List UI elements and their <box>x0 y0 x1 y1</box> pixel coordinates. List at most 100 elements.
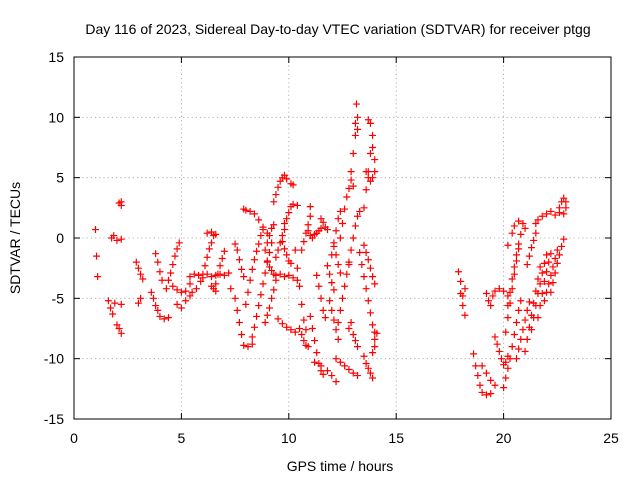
data-point <box>306 212 314 220</box>
data-point <box>197 277 205 285</box>
data-point <box>536 263 544 271</box>
data-point <box>253 247 261 255</box>
data-point <box>291 328 299 336</box>
data-point <box>487 376 495 384</box>
data-point <box>371 280 379 288</box>
data-point <box>289 200 297 208</box>
series-t33 <box>296 325 312 351</box>
data-point <box>336 269 344 277</box>
data-point <box>317 294 325 302</box>
data-point <box>246 276 254 284</box>
data-point <box>349 182 357 190</box>
data-point <box>540 259 548 267</box>
series-t56 <box>459 285 469 300</box>
data-point <box>139 275 147 283</box>
data-point <box>117 201 125 209</box>
data-point <box>147 288 155 296</box>
data-point <box>205 245 213 253</box>
data-point <box>371 335 379 343</box>
data-point <box>525 298 533 306</box>
data-point <box>515 306 523 314</box>
data-point <box>304 343 312 351</box>
series-t40 <box>326 297 342 343</box>
data-point <box>207 273 215 281</box>
series-t3 <box>108 232 125 244</box>
data-point <box>358 261 366 269</box>
data-point <box>528 244 536 252</box>
data-point <box>167 269 175 277</box>
series-t22 <box>261 276 280 326</box>
data-point <box>233 246 241 254</box>
data-point <box>508 229 516 237</box>
data-point <box>274 183 282 191</box>
data-point <box>248 333 256 341</box>
data-point <box>512 318 520 326</box>
data-point <box>304 227 312 235</box>
data-point <box>311 337 319 345</box>
data-point <box>555 251 563 259</box>
series-t47 <box>345 318 362 351</box>
data-point <box>259 280 267 288</box>
data-point <box>558 242 566 250</box>
data-point <box>534 275 542 283</box>
series-t8 <box>152 250 166 284</box>
data-point <box>334 335 342 343</box>
series-t72 <box>547 235 568 296</box>
data-point <box>362 248 370 256</box>
data-point <box>351 131 359 139</box>
data-point <box>369 273 377 281</box>
series-t12 <box>186 269 233 282</box>
data-point <box>536 280 544 288</box>
y-tick-labels: 15 10 5 0 -5 -10 -15 <box>44 49 64 427</box>
data-point <box>117 300 125 308</box>
data-point <box>220 247 228 255</box>
data-point <box>549 279 557 287</box>
data-point <box>111 299 119 307</box>
series-t5 <box>113 300 125 337</box>
y-tick-label: 10 <box>48 109 64 125</box>
data-point <box>171 252 179 260</box>
data-point <box>523 261 531 269</box>
data-point <box>304 221 312 229</box>
data-point <box>278 232 286 240</box>
data-point <box>302 326 310 334</box>
data-point <box>341 362 349 370</box>
data-point <box>244 288 252 296</box>
data-point <box>218 255 226 263</box>
data-point <box>235 256 243 264</box>
data-point <box>134 264 142 272</box>
data-point <box>349 150 357 158</box>
data-point <box>485 297 493 305</box>
data-point <box>489 292 497 300</box>
data-point <box>91 226 99 234</box>
data-point <box>534 216 542 224</box>
data-point <box>366 309 374 317</box>
data-point <box>319 370 327 378</box>
data-point <box>298 246 306 254</box>
data-point <box>504 241 512 249</box>
data-point <box>313 271 321 279</box>
data-point <box>502 328 510 336</box>
data-point <box>512 251 520 259</box>
data-point <box>177 288 185 296</box>
series-t24 <box>272 226 289 261</box>
data-point <box>291 246 299 254</box>
data-point <box>495 285 503 293</box>
series-t19 <box>242 226 267 308</box>
data-point <box>255 216 263 224</box>
data-point <box>165 276 173 284</box>
series-t17 <box>231 240 248 281</box>
data-point <box>470 350 478 358</box>
y-tick-label: -15 <box>44 411 64 427</box>
data-point <box>534 314 542 322</box>
y-axis-label: SDTVAR / TECUs <box>7 182 23 294</box>
data-point <box>306 312 314 320</box>
series-t35 <box>306 312 327 378</box>
data-point <box>270 221 278 229</box>
y-tick-label: 5 <box>56 170 64 186</box>
data-point <box>154 258 162 266</box>
data-point <box>538 269 546 277</box>
data-point <box>308 325 316 332</box>
x-tick-label: 20 <box>496 430 512 446</box>
series-t44 <box>334 261 353 326</box>
